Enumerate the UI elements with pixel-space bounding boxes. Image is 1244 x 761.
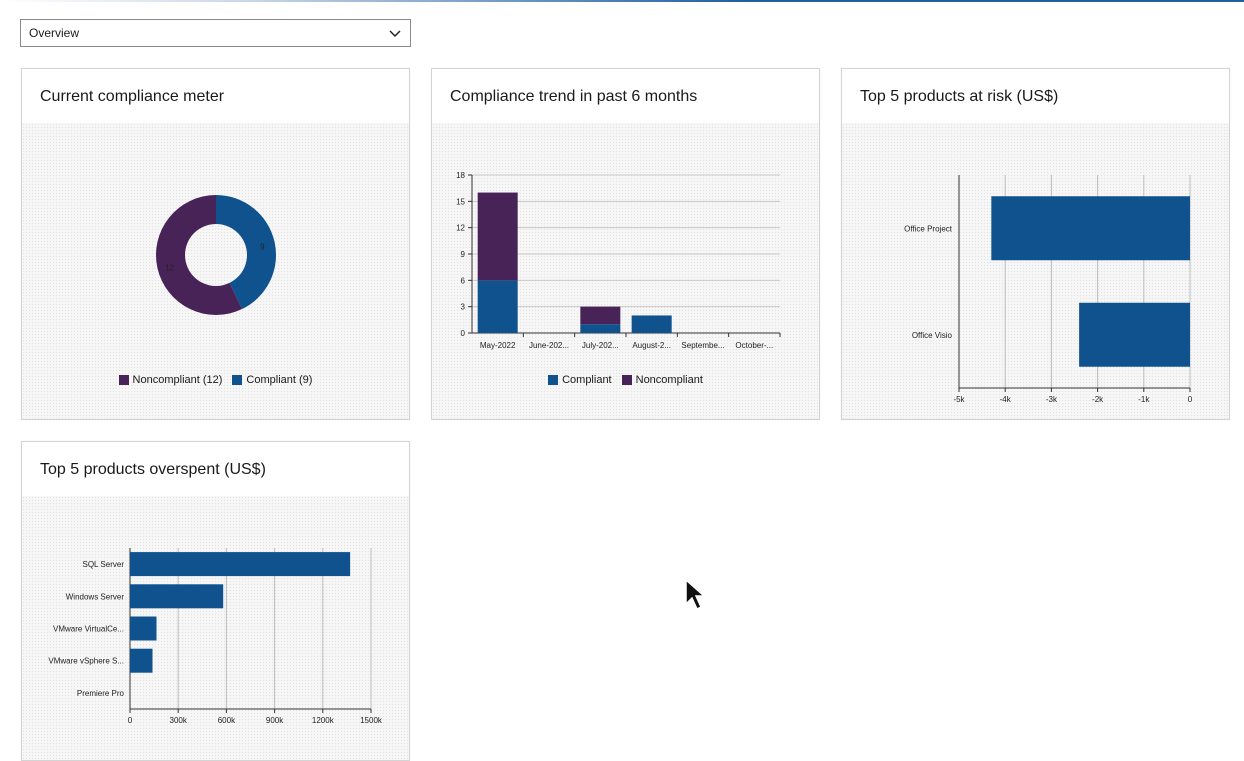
products-at-risk-chart: -5k -4k -3k -2k -1k 0 Office Project Office Vis… — [904, 175, 1193, 404]
x-tick-label: 1500k — [360, 716, 383, 725]
x-tick-label: June-202... — [529, 341, 569, 350]
x-tick-label: 0 — [1188, 395, 1193, 404]
x-tick-label: 1200k — [312, 716, 335, 725]
y-tick-label: 0 — [461, 329, 466, 338]
compliance-meter-body: 9 12 Noncompliant (12) Compliant (9) — [22, 123, 409, 419]
legend-label-noncompliant: Noncompliant — [635, 374, 703, 386]
x-tick-label: 300k — [170, 716, 188, 725]
view-dropdown[interactable]: Overview — [20, 19, 411, 47]
products-overspent-body: 0 300k 600k 900k 1200k 1500k SQL Server Windows… — [22, 496, 409, 760]
mouse-pointer-icon — [685, 578, 706, 611]
y-tick-label: Office Visio — [912, 331, 953, 340]
products-at-risk-card: Top 5 products at risk (US$) -5k -4k -3k -2… — [841, 68, 1230, 420]
compliance-trend-body: 0 3 6 9 12 15 18 May-2022 June-202... July-202...… — [432, 123, 819, 419]
chevron-down-icon — [389, 30, 401, 38]
products-overspent-chart: 0 300k 600k 900k 1200k 1500k SQL Server Windows… — [48, 548, 383, 725]
y-tick-label: VMware VirtualCe... — [53, 625, 124, 634]
x-tick-label: -2k — [1092, 395, 1104, 404]
compliance-meter-card: Current compliance meter 9 12 Noncomplian… — [21, 68, 410, 420]
x-tick-label: 900k — [266, 716, 284, 725]
bar — [130, 552, 351, 577]
x-tick-label: Septembe... — [681, 341, 724, 350]
y-tick-label: 3 — [461, 303, 466, 312]
x-tick-label: -4k — [1000, 395, 1012, 404]
bar — [130, 648, 153, 673]
x-tick-label: -5k — [953, 395, 965, 404]
donut-label-compliant: 9 — [260, 242, 265, 251]
legend-label-compliant: Compliant (9) — [246, 374, 313, 386]
x-tick-label: -3k — [1046, 395, 1058, 404]
products-overspent-title: Top 5 products overspent (US$) — [40, 461, 266, 478]
y-tick-label: Office Project — [904, 224, 953, 233]
legend-label-noncompliant: Noncompliant (12) — [132, 374, 223, 386]
legend-label-compliant: Compliant — [562, 374, 612, 386]
legend-item-compliant: Compliant (9) — [232, 374, 312, 386]
y-tick-label: 9 — [461, 250, 466, 259]
donut-slice-compliant — [216, 195, 277, 310]
legend-swatch-noncompliant — [118, 375, 129, 385]
x-tick-label: -1k — [1138, 395, 1150, 404]
y-tick-label: 18 — [456, 171, 465, 180]
bar-noncompliant — [477, 192, 518, 281]
y-tick-label: 12 — [456, 224, 465, 233]
products-at-risk-body: -5k -4k -3k -2k -1k 0 Office Project Office Vis… — [842, 123, 1229, 419]
top-accent-line — [0, 0, 1244, 2]
products-overspent-card: Top 5 products overspent (US$) 0 300k 600k… — [21, 441, 410, 761]
legend-item-noncompliant: Noncompliant (12) — [118, 374, 223, 386]
y-tick-label: 6 — [461, 276, 466, 285]
bar — [130, 584, 224, 609]
products-at-risk-title: Top 5 products at risk (US$) — [860, 88, 1059, 105]
legend-item-noncompliant: Noncompliant — [621, 374, 703, 386]
x-tick-label: August-2... — [632, 341, 671, 350]
legend-item-compliant: Compliant — [548, 374, 612, 386]
y-tick-label: SQL Server — [83, 560, 125, 569]
x-tick-label: October-... — [735, 341, 773, 350]
compliance-meter-title: Current compliance meter — [40, 88, 225, 105]
compliance-trend-title: Compliance trend in past 6 months — [450, 88, 698, 105]
legend-swatch-compliant — [548, 375, 559, 385]
bar-compliant — [477, 280, 518, 333]
bar-compliant — [631, 315, 672, 333]
x-tick-label: 0 — [128, 716, 133, 725]
y-tick-label: 15 — [456, 197, 465, 206]
x-tick-label: May-2022 — [480, 341, 516, 350]
compliance-donut-chart: 9 12 — [156, 195, 277, 315]
legend-swatch-compliant — [232, 375, 243, 385]
compliance-trend-card: Compliance trend in past 6 months 0 3 6 9 12… — [431, 68, 820, 420]
bar — [991, 196, 1190, 261]
bar-compliant — [580, 324, 621, 333]
bar — [1079, 302, 1190, 367]
y-tick-label: Premiere Pro — [77, 689, 125, 698]
y-tick-label: Windows Server — [66, 592, 125, 601]
compliance-trend-legend: Compliant Noncompliant — [432, 374, 819, 386]
x-tick-label: 600k — [218, 716, 236, 725]
compliance-trend-chart: 0 3 6 9 12 15 18 May-2022 June-202... July-202...… — [456, 171, 781, 350]
bar — [130, 616, 157, 641]
donut-slice-noncompliant — [156, 195, 243, 315]
bar-noncompliant — [580, 306, 621, 325]
x-tick-label: July-202... — [582, 341, 619, 350]
legend-swatch-noncompliant — [621, 375, 632, 385]
donut-label-noncompliant: 12 — [165, 264, 174, 273]
compliance-meter-legend: Noncompliant (12) Compliant (9) — [22, 374, 409, 386]
view-dropdown-value: Overview — [29, 26, 80, 40]
y-tick-label: VMware vSphere S... — [48, 657, 124, 666]
